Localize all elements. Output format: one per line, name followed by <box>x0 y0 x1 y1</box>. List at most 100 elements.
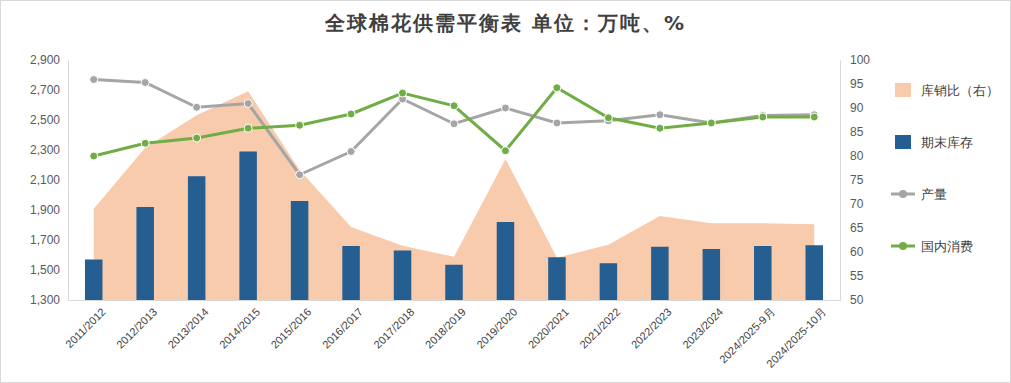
marker <box>759 113 767 121</box>
marker <box>553 84 561 92</box>
legend-item: 国内消费 <box>891 239 973 254</box>
bar <box>445 265 462 300</box>
tick: 2,700 <box>30 83 68 97</box>
y-axis: 1,300 1,500 1,700 1,900 2,100 2,300 2,500 2,700… <box>30 53 69 307</box>
tick: 1,300 <box>30 293 68 307</box>
legend-label: 国内消费 <box>921 239 973 254</box>
tick: 2015/2016 <box>268 300 313 351</box>
tick-label: 2016/2017 <box>320 306 365 351</box>
tick: 90 <box>840 101 864 115</box>
tick: 2016/2017 <box>320 300 365 351</box>
tick-label: 75 <box>850 173 864 187</box>
legend-swatch <box>895 83 911 97</box>
tick-label: 60 <box>850 245 864 259</box>
bar <box>548 257 565 300</box>
tick: 2,300 <box>30 143 68 157</box>
tick-label: 2011/2012 <box>63 306 108 351</box>
tick: 95 <box>840 77 864 91</box>
tick-label: 2014/2015 <box>217 306 262 351</box>
marker <box>450 102 458 110</box>
tick: 50 <box>840 293 864 307</box>
marker <box>193 103 201 111</box>
marker <box>810 113 818 121</box>
legend-item: 库销比（右） <box>895 83 999 98</box>
marker <box>141 139 149 147</box>
tick: 80 <box>840 149 864 163</box>
chart: 全球棉花供需平衡表 单位：万吨、% 1,300 1,500 1,700 1,900 2,1… <box>0 0 1011 383</box>
legend-item: 产量 <box>891 187 947 202</box>
marker <box>399 89 407 97</box>
tick: 2022/2023 <box>629 300 674 351</box>
marker <box>501 147 509 155</box>
tick: 2024/2025-10月 <box>764 300 828 370</box>
tick: 2023/2024 <box>680 300 725 351</box>
legend-marker <box>899 242 907 250</box>
tick-label: 2023/2024 <box>680 306 725 351</box>
y2-axis: 50 55 60 65 70 75 80 85 90 95 100 <box>840 53 870 307</box>
marker <box>553 119 561 127</box>
bar <box>600 263 617 300</box>
markers <box>90 76 819 179</box>
marker <box>244 124 252 132</box>
tick-label: 95 <box>850 77 864 91</box>
tick-label: 55 <box>850 269 864 283</box>
marker <box>707 119 715 127</box>
tick: 55 <box>840 269 864 283</box>
legend-swatch <box>895 135 911 149</box>
tick-label: 2019/2020 <box>474 306 519 351</box>
tick-label: 100 <box>850 53 870 67</box>
tick: 2012/2013 <box>114 300 159 351</box>
line <box>94 88 815 156</box>
tick: 1,700 <box>30 233 68 247</box>
axis-line <box>68 61 69 301</box>
tick-label: 70 <box>850 197 864 211</box>
marker <box>296 171 304 179</box>
bar <box>291 201 308 300</box>
background <box>1 1 1011 383</box>
tick: 2018/2019 <box>423 300 468 351</box>
marker <box>347 110 355 118</box>
tick-label: 2012/2013 <box>114 306 159 351</box>
tick: 85 <box>840 125 864 139</box>
legend: 库销比（右） 期末库存产量国内消费 <box>891 83 999 254</box>
tick-label: 80 <box>850 149 864 163</box>
tick: 1,500 <box>30 263 68 277</box>
bar <box>703 249 720 300</box>
bar <box>85 260 102 301</box>
bar <box>497 222 514 300</box>
legend-label: 库销比（右） <box>921 83 999 98</box>
marker <box>141 79 149 87</box>
title: 全球棉花供需平衡表 单位：万吨、% <box>324 11 686 35</box>
tick-label: 2018/2019 <box>423 306 468 351</box>
tick-label: 2,700 <box>30 83 60 97</box>
tick-label: 50 <box>850 293 864 307</box>
tick: 65 <box>840 221 864 235</box>
bar <box>651 247 668 300</box>
tick: 100 <box>840 53 870 67</box>
axis-line <box>840 61 841 301</box>
bar <box>394 251 411 301</box>
tick-label: 2,500 <box>30 113 60 127</box>
tick-label: 2,100 <box>30 173 60 187</box>
axis-line <box>69 300 841 301</box>
tick-label: 2013/2014 <box>165 306 210 351</box>
legend-label: 期末库存 <box>921 135 973 150</box>
tick: 70 <box>840 197 864 211</box>
bar <box>806 245 823 300</box>
tick-label: 2017/2018 <box>371 306 416 351</box>
bar <box>188 176 205 300</box>
tick: 2017/2018 <box>371 300 416 351</box>
marker <box>501 104 509 112</box>
tick-label: 2022/2023 <box>629 306 674 351</box>
tick: 2011/2012 <box>63 300 108 350</box>
tick-label: 2021/2022 <box>577 306 622 351</box>
marker <box>707 119 715 127</box>
tick: 2014/2015 <box>217 300 262 351</box>
tick-label: 1,300 <box>30 293 60 307</box>
tick: 2,100 <box>30 173 68 187</box>
tick: 2024/2025-9月 <box>717 300 777 365</box>
tick-label: 85 <box>850 125 864 139</box>
tick: 1,900 <box>30 203 68 217</box>
tick: 60 <box>840 245 864 259</box>
tick-label: 1,700 <box>30 233 60 247</box>
